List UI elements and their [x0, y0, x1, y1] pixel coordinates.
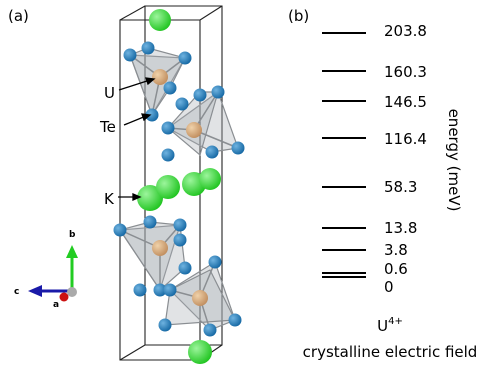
level-label: 58.3 — [384, 178, 417, 196]
level-label: 0.6 — [384, 260, 408, 278]
crystal-structure: U Te K — [99, 6, 245, 364]
panel-label: (b) — [288, 7, 309, 25]
level-label: 146.5 — [384, 93, 427, 111]
energy-levels: 203.8 160.3 146.5 116.4 58.3 13.8 3.80.60 — [322, 22, 427, 296]
figure: (a) (b) U — [0, 0, 493, 366]
level-label: 160.3 — [384, 63, 427, 81]
panel-label: (a) — [8, 7, 29, 25]
level-label: 0 — [384, 278, 394, 296]
ion-superscript: 4+ — [388, 316, 403, 327]
axis-label: b — [69, 230, 76, 240]
axis-title: energy (meV) — [445, 109, 463, 212]
ion-base: U — [377, 317, 388, 335]
axis-label: a — [53, 300, 59, 310]
level-label: 13.8 — [384, 219, 417, 237]
level-label: 203.8 — [384, 22, 427, 40]
ion-label: U4+ — [377, 316, 403, 335]
atom-label: Te — [99, 118, 116, 136]
atom-label: U — [104, 84, 115, 102]
atom-label: K — [104, 190, 115, 208]
caption: crystalline electric field — [303, 343, 478, 361]
level-label: 3.8 — [384, 241, 408, 259]
axis-label: c — [14, 287, 19, 297]
axes-triad: b c a — [14, 230, 78, 310]
level-label: 116.4 — [384, 130, 427, 148]
